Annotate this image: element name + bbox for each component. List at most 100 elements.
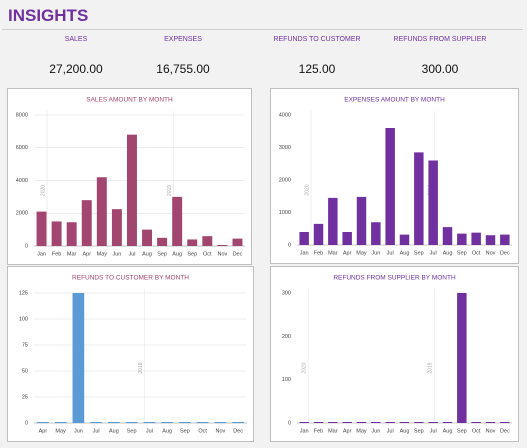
- bar: [442, 422, 453, 423]
- bar: [66, 222, 77, 246]
- x-tick-label: Feb: [52, 251, 61, 257]
- y-tick-label: 25: [22, 394, 28, 400]
- y-tick-label: 0: [25, 243, 28, 249]
- annotation: 2019: [428, 362, 434, 373]
- bar: [313, 223, 324, 245]
- bar: [414, 422, 424, 423]
- kpi-label: SALES: [64, 36, 88, 43]
- annotation: 2019: [138, 362, 144, 373]
- y-tick-label: 0: [288, 242, 291, 248]
- chart-title: REFUNDS TO CUSTOMER BY MONTH: [72, 275, 189, 282]
- x-tick-label: Aug: [443, 250, 453, 256]
- bar: [179, 422, 191, 423]
- y-tick-label: 0: [25, 420, 28, 426]
- x-tick-label: Sep: [414, 428, 424, 434]
- x-tick-label: Aug: [109, 428, 119, 434]
- x-tick-label: Oct: [203, 251, 212, 257]
- bar: [414, 152, 424, 245]
- bar: [299, 422, 309, 423]
- x-tick-label: Nov: [218, 251, 228, 257]
- bar: [485, 235, 496, 245]
- bar: [108, 422, 120, 423]
- bar: [471, 422, 481, 423]
- x-tick-label: Nov: [486, 428, 496, 434]
- x-tick-label: Dec: [500, 428, 510, 434]
- chart-panel: EXPENSES AMOUNT BY MONTH 0 1000 2000 3000 400…: [270, 88, 519, 264]
- bar: [72, 293, 85, 423]
- bar: [111, 209, 122, 246]
- bar: [54, 422, 67, 423]
- x-tick-label: May: [55, 428, 66, 434]
- x-tick-label: Nov: [486, 250, 496, 256]
- x-tick-label: May: [97, 251, 108, 257]
- x-tick-label: Sep: [127, 428, 137, 434]
- page-title: INSIGHTS: [8, 6, 89, 25]
- y-tick-label: 100: [19, 316, 28, 322]
- chart: REFUNDS TO CUSTOMER BY MONTH 0 25 50 75 100 12…: [19, 275, 247, 434]
- bar: [485, 422, 496, 423]
- bar: [217, 245, 228, 246]
- bar: [51, 221, 62, 246]
- bar: [500, 422, 510, 423]
- bar: [90, 422, 102, 423]
- chart-panel: SALES AMOUNT BY MONTH 0 2000 4000 6000 8000 20…: [7, 88, 252, 265]
- bar: [342, 422, 352, 423]
- bar: [214, 422, 227, 423]
- bar: [356, 196, 367, 245]
- x-tick-label: Jul: [146, 428, 153, 434]
- chart-title: EXPENSES AMOUNT BY MONTH: [344, 97, 445, 104]
- bar: [232, 422, 244, 423]
- chart-title: SALES AMOUNT BY MONTH: [86, 97, 173, 104]
- bar: [232, 238, 243, 246]
- x-tick-label: Dec: [233, 251, 243, 257]
- chart-panel: REFUNDS TO CUSTOMER BY MONTH 0 25 50 75 100 12…: [7, 266, 254, 442]
- kpi-value: 300.00: [421, 62, 459, 76]
- bar: [328, 422, 338, 423]
- kpi-value: 125.00: [298, 62, 336, 76]
- y-tick-label: 1000: [279, 210, 291, 216]
- y-tick-label: 3000: [279, 145, 291, 151]
- x-tick-label: Jan: [300, 428, 309, 434]
- annotation: 2019: [167, 185, 173, 196]
- y-tick-label: 4000: [279, 112, 291, 118]
- bar: [399, 234, 410, 245]
- bar: [299, 232, 309, 245]
- bar: [126, 134, 137, 246]
- bar: [187, 239, 198, 246]
- x-tick-label: Sep: [414, 250, 424, 256]
- bar: [157, 237, 168, 246]
- bar: [161, 422, 173, 423]
- x-tick-label: Feb: [314, 250, 323, 256]
- x-tick-label: Apr: [343, 250, 352, 256]
- header: INSIGHTS: [2, 2, 523, 30]
- chart: EXPENSES AMOUNT BY MONTH 0 1000 2000 3000 400…: [279, 97, 512, 256]
- y-tick-label: 125: [19, 290, 28, 296]
- bar: [202, 236, 213, 246]
- x-tick-label: Feb: [314, 428, 323, 434]
- bar: [142, 229, 153, 246]
- x-tick-label: Apr: [82, 251, 91, 257]
- bar: [356, 422, 367, 423]
- bar: [385, 128, 395, 245]
- annotation: 2020: [40, 185, 46, 196]
- bar: [428, 160, 438, 245]
- bar: [313, 422, 324, 423]
- x-tick-label: Apr: [39, 428, 48, 434]
- x-tick-label: Aug: [400, 428, 410, 434]
- x-tick-label: Dec: [500, 250, 510, 256]
- x-tick-label: Sep: [157, 251, 167, 257]
- x-tick-label: Sep: [187, 251, 197, 257]
- y-tick-label: 0: [288, 420, 291, 426]
- chart-title: REFUNDS FROM SUPPLIER BY MONTH: [333, 275, 456, 282]
- bar: [143, 422, 156, 423]
- x-tick-label: Oct: [198, 428, 207, 434]
- x-tick-label: Jul: [387, 428, 394, 434]
- x-tick-label: Apr: [343, 428, 352, 434]
- x-tick-label: May: [356, 250, 367, 256]
- chart: REFUNDS FROM SUPPLIER BY MONTH 0 100 200 300…: [282, 275, 512, 434]
- x-tick-label: Aug: [443, 428, 453, 434]
- kpi-label: REFUNDS FROM SUPPLIER: [393, 36, 487, 43]
- chart: SALES AMOUNT BY MONTH 0 2000 4000 6000 8000 20…: [16, 97, 245, 257]
- x-tick-label: Sep: [180, 428, 190, 434]
